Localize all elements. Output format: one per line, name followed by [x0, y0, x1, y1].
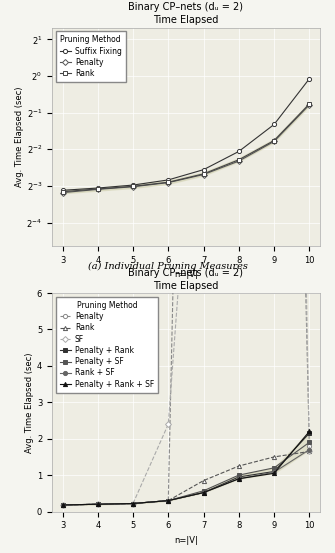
- Rank: [237, 156, 241, 163]
- Line: Penalty + Rank: Penalty + Rank: [60, 431, 312, 507]
- Rank: [202, 170, 206, 177]
- Penalty: [131, 500, 135, 507]
- Line: Rank + SF: Rank + SF: [60, 447, 312, 507]
- Rank: [166, 179, 170, 186]
- Penalty + SF: [237, 472, 241, 478]
- Y-axis label: Avg. Time Elapsed (sec): Avg. Time Elapsed (sec): [25, 352, 34, 452]
- Rank: [61, 189, 65, 195]
- Rank + SF: [166, 497, 170, 504]
- Line: SF: SF: [60, 0, 312, 507]
- Penalty: [237, 158, 241, 164]
- Penalty + Rank + SF: [61, 502, 65, 508]
- Penalty: [131, 184, 135, 190]
- Suffix Fixing: [131, 182, 135, 189]
- Penalty + Rank: [202, 489, 206, 496]
- Rank: [131, 183, 135, 190]
- Penalty + Rank: [237, 473, 241, 480]
- Penalty: [166, 179, 170, 186]
- Legend: Suffix Fixing, Penalty, Rank: Suffix Fixing, Penalty, Rank: [56, 32, 126, 82]
- Penalty + Rank: [166, 497, 170, 504]
- SF: [166, 421, 170, 427]
- Suffix Fixing: [61, 187, 65, 194]
- X-axis label: n=|V|: n=|V|: [174, 270, 198, 279]
- Penalty + Rank + SF: [131, 500, 135, 507]
- Rank: [166, 497, 170, 504]
- X-axis label: n=|V|: n=|V|: [174, 536, 198, 545]
- Rank: [96, 501, 100, 508]
- Line: Penalty + Rank + SF: Penalty + Rank + SF: [60, 429, 312, 507]
- Rank + SF: [237, 476, 241, 482]
- Rank: [202, 477, 206, 484]
- SF: [61, 502, 65, 508]
- Rank + SF: [131, 500, 135, 507]
- Line: Penalty: Penalty: [60, 103, 312, 195]
- Penalty: [61, 189, 65, 196]
- Line: Penalty + SF: Penalty + SF: [60, 440, 312, 507]
- Penalty: [61, 502, 65, 508]
- Rank: [307, 101, 311, 107]
- Penalty + SF: [202, 487, 206, 494]
- Title: Binary CP–nets (dᵤ = 2)
Time Elapsed: Binary CP–nets (dᵤ = 2) Time Elapsed: [128, 268, 244, 291]
- Penalty + Rank + SF: [307, 428, 311, 435]
- Penalty + Rank: [96, 501, 100, 508]
- Rank: [272, 137, 276, 144]
- Line: Suffix Fixing: Suffix Fixing: [60, 77, 312, 192]
- Line: Rank: Rank: [60, 450, 312, 507]
- Penalty + Rank: [61, 502, 65, 508]
- Rank + SF: [307, 446, 311, 453]
- Penalty + Rank: [272, 468, 276, 475]
- Penalty: [166, 497, 170, 504]
- Suffix Fixing: [237, 148, 241, 155]
- Penalty: [202, 171, 206, 178]
- Rank: [131, 500, 135, 507]
- Penalty + SF: [131, 500, 135, 507]
- Rank: [307, 448, 311, 455]
- Rank: [237, 463, 241, 469]
- Penalty + SF: [96, 501, 100, 508]
- Penalty: [96, 186, 100, 192]
- SF: [131, 500, 135, 507]
- Penalty + Rank + SF: [237, 476, 241, 482]
- SF: [307, 448, 311, 455]
- Penalty + SF: [307, 439, 311, 446]
- Y-axis label: Avg. Time Elapsed (sec): Avg. Time Elapsed (sec): [15, 87, 24, 187]
- Legend: Penalty, Rank, SF, Penalty + Rank, Penalty + SF, Rank + SF, Penalty + Rank + SF: Penalty, Rank, SF, Penalty + Rank, Penal…: [56, 297, 158, 393]
- Penalty + SF: [61, 502, 65, 508]
- Rank: [96, 186, 100, 192]
- Rank + SF: [96, 501, 100, 508]
- Text: (a) Individual Pruning Measures: (a) Individual Pruning Measures: [87, 262, 248, 271]
- Rank: [61, 502, 65, 508]
- Rank: [272, 453, 276, 460]
- Penalty + Rank + SF: [166, 497, 170, 504]
- Rank + SF: [61, 502, 65, 508]
- Penalty: [272, 138, 276, 145]
- Penalty + Rank + SF: [202, 489, 206, 496]
- Suffix Fixing: [307, 75, 311, 82]
- Penalty + Rank: [131, 500, 135, 507]
- Penalty + Rank + SF: [272, 470, 276, 477]
- Suffix Fixing: [96, 185, 100, 191]
- Penalty + Rank: [307, 430, 311, 436]
- Title: Binary CP–nets (dᵤ = 2)
Time Elapsed: Binary CP–nets (dᵤ = 2) Time Elapsed: [128, 2, 244, 25]
- SF: [96, 501, 100, 508]
- Penalty: [96, 501, 100, 508]
- Penalty + SF: [272, 465, 276, 471]
- Line: Penalty: Penalty: [60, 0, 312, 507]
- Suffix Fixing: [166, 176, 170, 183]
- Rank + SF: [202, 489, 206, 496]
- Penalty + Rank + SF: [96, 501, 100, 508]
- Penalty: [307, 442, 311, 449]
- Rank + SF: [272, 469, 276, 476]
- Penalty + SF: [166, 497, 170, 504]
- Penalty: [307, 102, 311, 108]
- Suffix Fixing: [272, 121, 276, 128]
- Suffix Fixing: [202, 166, 206, 173]
- Line: Rank: Rank: [60, 102, 312, 194]
